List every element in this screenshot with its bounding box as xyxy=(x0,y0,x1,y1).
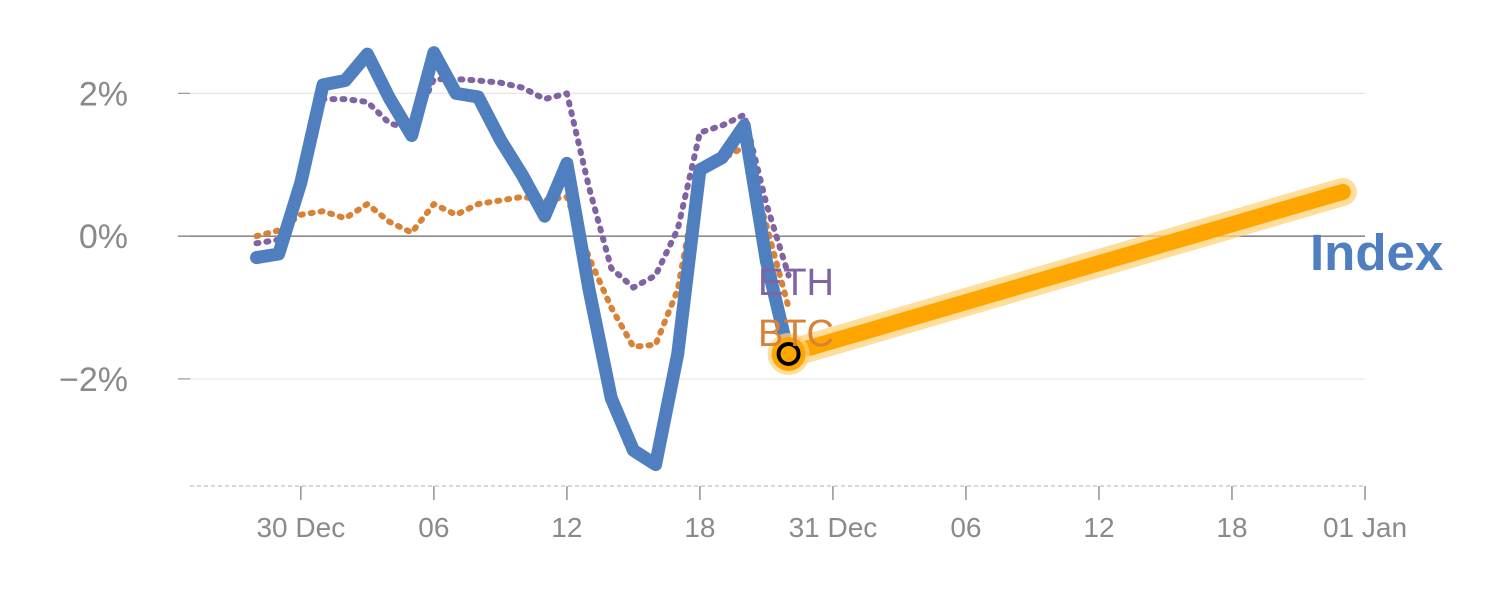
axis-layer: 2% 0% −2% 30 Dec 06 12 18 31 Dec 06 12 18 01 Jan xyxy=(59,75,1407,543)
index-series-line xyxy=(250,46,796,472)
x-tick-label: 06 xyxy=(950,512,981,543)
x-tick-label: 30 Dec xyxy=(256,512,345,543)
end-marker xyxy=(776,341,801,366)
x-tick-label: 18 xyxy=(1216,512,1247,543)
series-label-layer: ETH BTC Index xyxy=(758,224,1443,355)
x-tick-label: 18 xyxy=(684,512,715,543)
eth-series-label: ETH xyxy=(758,262,834,304)
x-tick-label: 12 xyxy=(551,512,582,543)
x-tick-label: 31 Dec xyxy=(789,512,878,543)
y-tick-label: −2% xyxy=(59,361,128,399)
eth-series-line xyxy=(253,76,792,291)
y-tick-label: 0% xyxy=(79,218,128,256)
x-tick-label: 01 Jan xyxy=(1323,512,1407,543)
series-layer xyxy=(250,46,1357,472)
y-tick-label: 2% xyxy=(79,75,128,113)
x-tick-label: 12 xyxy=(1083,512,1114,543)
btc-series-label: BTC xyxy=(758,313,834,355)
projection-line xyxy=(780,183,1351,362)
x-tick-label: 06 xyxy=(418,512,449,543)
index-series-label: Index xyxy=(1310,224,1443,281)
